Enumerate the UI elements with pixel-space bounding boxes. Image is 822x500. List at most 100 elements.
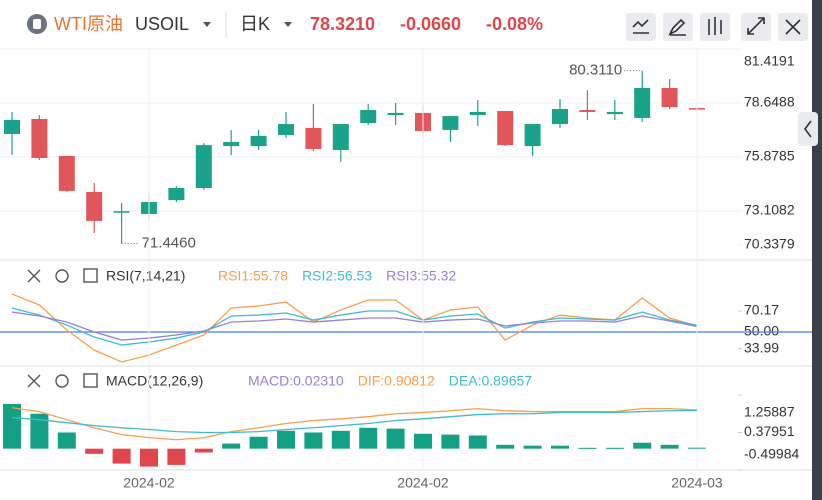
candle-body [360,110,377,124]
dropdown-arrow[interactable] [203,22,211,27]
macd-bar [468,435,487,449]
macd-bar [605,447,624,449]
candle-body [250,135,267,147]
annotation: 80.3110 [569,62,622,79]
y-tick-label: 70.3379 [744,236,795,252]
indicator-line [11,311,698,341]
macd-bar [578,447,597,449]
settings-indicator[interactable] [55,269,69,283]
candle-body [223,141,240,147]
add-indicator[interactable] [83,373,98,388]
candle-body [524,124,541,147]
y-tick-label: 81.4191 [744,53,795,69]
btn-line[interactable] [626,13,656,41]
macd-bar [633,442,652,449]
indicator-line [11,293,698,363]
close-indicator[interactable] [27,269,41,283]
close-indicator[interactable] [27,374,41,388]
side-toggle[interactable] [798,112,818,146]
icon-draw [668,18,686,36]
indicator-title: MACD(12,26,9) [106,373,203,389]
legend-entry: MACD:0.02310 [248,373,344,389]
macd-bar [222,443,241,449]
y-tick-label: 0.37951 [744,423,795,439]
macd-bar [249,436,268,449]
legend-entry: RSI1:55.78 [218,268,288,284]
legend-entry: RSI3:55.32 [386,268,456,284]
icon-expand [747,17,765,35]
macd-bar [167,448,186,465]
indicator-line [11,307,698,346]
y-tick-label: 1.25887 [744,404,795,420]
y-tick-label: 50.00 [744,323,779,339]
macd-bar [304,432,323,449]
symbol-name[interactable]: WTI原油 [54,14,123,34]
toolbar-icons [632,17,801,36]
candle-body [497,110,514,146]
macd-bar [277,430,295,449]
period[interactable]: 日K [240,14,270,34]
macd-bar [523,445,542,449]
macd-bar [688,447,706,449]
macd-bar [551,445,569,449]
btn-draw[interactable] [663,13,693,41]
x-tick-label: 2024-03 [671,475,723,491]
macd-bar [85,448,104,454]
candle-body [4,119,20,134]
y-tick-label: 73.1082 [744,202,795,218]
x-tick-label: 2024-02 [397,475,449,491]
macd-bar [3,403,21,449]
candle-body [168,188,185,201]
candle-body [661,87,678,108]
candle-body [442,116,459,130]
legend-entry: DEA:0.89657 [449,373,532,389]
candle-body [634,87,651,118]
candle-body [606,111,623,115]
icon-close [785,19,801,35]
candle-body [552,109,568,125]
macd-bar [331,430,350,449]
macd-bar [414,433,432,449]
icon-line [632,19,649,34]
candle-body [195,145,212,188]
symbol-icon-inner [33,19,41,29]
candle-body [58,156,75,191]
macd-bar [496,444,515,449]
y-tick-label: 33.99 [744,339,779,355]
macd-bar [57,432,76,449]
dropdown-arrow[interactable] [284,22,292,27]
x-tick-label: 2024-02 [123,475,175,491]
change-pct: -0.08% [486,14,543,34]
candle-body [31,118,48,158]
candle-body [278,124,294,135]
y-tick-label: 75.8785 [744,148,795,164]
y-tick-label: -0.49984 [744,446,799,462]
macd-bar [140,448,158,467]
candle-body [469,111,486,116]
annotation: 71.4460 [142,234,196,251]
candle-body [579,110,596,112]
candle-body [86,191,103,221]
edge [812,0,822,500]
side-toggle-icon [804,120,812,138]
indicator-line [11,407,698,441]
candle-body [332,124,349,150]
candle-body [305,127,322,150]
add-indicator[interactable] [83,268,98,283]
indicator-title: RSI(7,14,21) [106,268,185,284]
symbol-code[interactable]: USOIL [135,14,189,34]
icon-candle [708,17,722,35]
rsi-controls [27,268,98,388]
settings-indicator[interactable] [55,374,69,388]
toolbar [626,13,808,41]
candle-body [387,112,404,116]
legend-entry: DIF:0.90812 [358,373,435,389]
macd-bar [112,448,131,464]
candle-body [113,211,130,213]
y-tick-label: 70.17 [744,302,779,318]
macd-bar [30,413,49,449]
legend-entry: RSI2:56.53 [302,268,372,284]
